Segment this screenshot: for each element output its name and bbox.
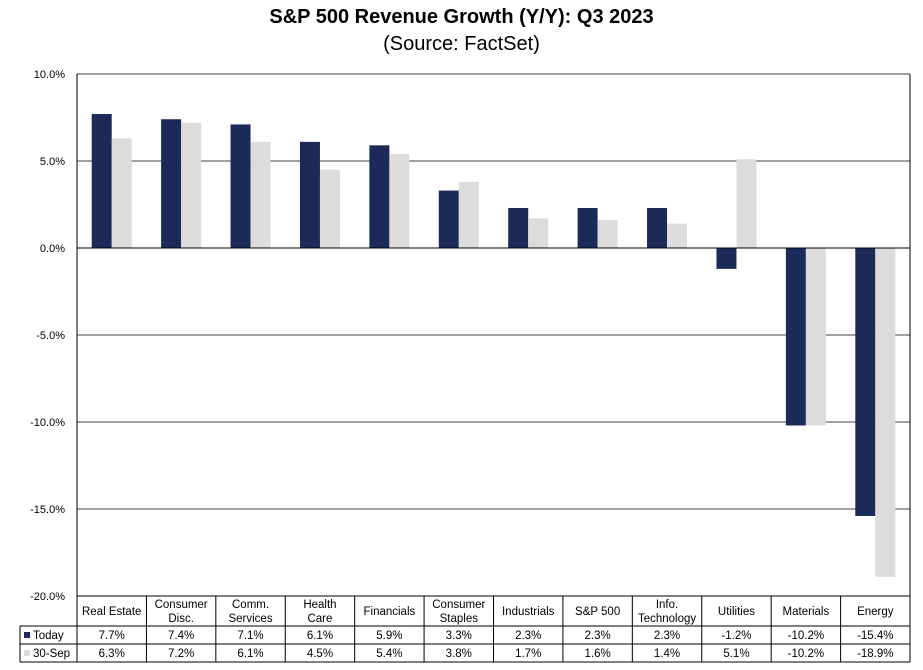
bar-30-sep [250,141,271,248]
bar-30-sep [319,169,340,248]
data-label: 2.3% [585,630,611,642]
y-tick-label: 5.0% [40,156,65,168]
bar-30-sep [875,248,896,577]
y-tick-label: -5.0% [36,330,65,342]
x-category-label: Energy [857,606,894,618]
data-label: 5.9% [376,630,402,642]
x-category-label: Financials [363,606,415,618]
y-tick-label: -15.0% [30,504,65,516]
axes: 10.0% 5.0% 0.0% -5.0% -10.0% -15.0% -20.0% [30,69,911,662]
bar-30-sep [181,122,202,248]
bar-today [299,141,320,248]
bar-today [647,207,668,248]
x-category-label: S&P 500 [575,606,620,618]
bar-30-sep [667,223,688,248]
data-label: -18.9% [857,648,893,660]
y-tick-label: 10.0% [34,69,65,81]
data-label: -15.4% [857,630,893,642]
data-label: 4.5% [307,648,333,660]
data-label: 6.3% [99,648,125,660]
bar-today [438,190,459,248]
data-label: 6.1% [307,630,333,642]
bar-30-sep [805,248,826,426]
x-category-label: Info. Technology [638,599,696,625]
data-label: 1.4% [654,648,680,660]
bar-today [508,207,529,248]
bar-30-sep [736,159,757,248]
chart-subtitle: (Source: FactSet) [383,33,540,55]
legend-swatch [24,650,30,656]
x-category-label: Comm. Services [228,599,272,625]
x-category-label: Health Care [303,599,336,625]
x-category-label: Materials [783,606,830,618]
bar-today [230,124,251,248]
bars [91,114,896,577]
bar-today [161,119,182,249]
data-label: 2.3% [515,630,541,642]
data-label: -10.2% [788,630,824,642]
data-label: -1.2% [721,630,751,642]
data-label: 5.4% [376,648,402,660]
y-tick-label: -10.0% [30,417,65,429]
data-label: 3.3% [446,630,472,642]
legend-swatch [24,632,30,638]
bar-30-sep [111,138,132,248]
data-label: 1.6% [585,648,611,660]
gridlines [77,73,910,510]
data-label: 7.4% [168,630,194,642]
bar-today [369,145,390,248]
y-tick-label: -20.0% [30,591,65,603]
data-label: 6.1% [237,648,263,660]
bar-30-sep [458,181,479,248]
bar-30-sep [528,218,549,248]
bar-today [577,207,598,248]
legend-label: Today [33,630,64,642]
data-label: 7.1% [237,630,263,642]
data-label: -10.2% [788,648,824,660]
bar-30-sep [389,154,410,248]
x-category-label: Real Estate [82,606,141,618]
data-label: 7.2% [168,648,194,660]
data-label: 3.8% [446,648,472,660]
bar-today [716,248,737,269]
bar-30-sep [597,220,618,248]
data-label: 2.3% [654,630,680,642]
bar-today [91,114,112,249]
x-category-label: Utilities [718,606,755,618]
data-label: 1.7% [515,648,541,660]
x-category-label: Consumer Disc. [155,599,208,625]
data-label: 5.1% [723,648,749,660]
legend-label: 30-Sep [33,648,70,660]
y-tick-label: 0.0% [40,243,65,255]
data-label: 7.7% [99,630,125,642]
data-table: Real Estate Consumer Disc. Comm. Services Hea… [19,595,910,663]
x-category-label: Industrials [502,606,555,618]
bar-today [855,248,876,516]
chart-title: S&P 500 Revenue Growth (Y/Y): Q3 2023 [269,6,654,28]
x-category-label: Consumer Staples [432,599,485,625]
bar-today [785,248,806,426]
